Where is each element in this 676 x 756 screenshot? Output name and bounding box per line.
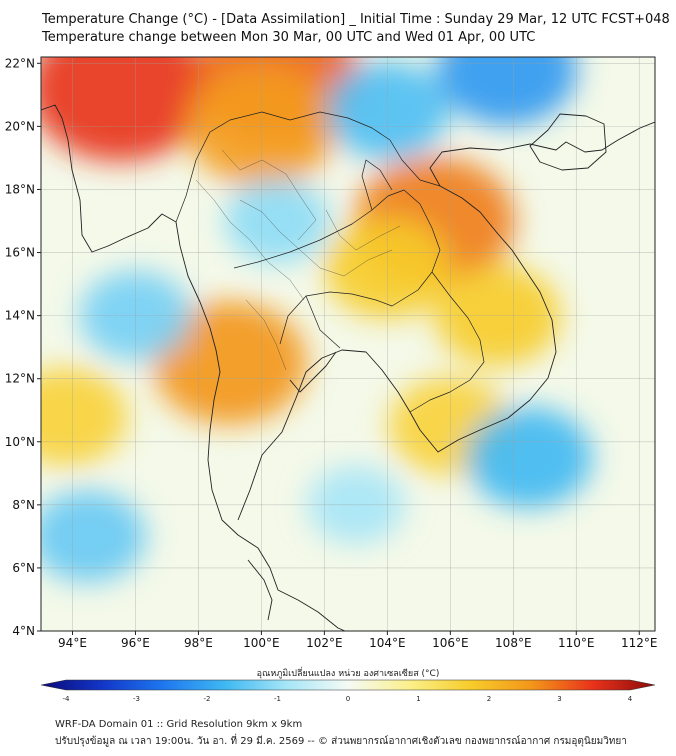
lon-tick-label: 94°E <box>58 636 87 650</box>
field-anomaly-cool-north-thailand-basin <box>224 179 330 263</box>
lon-tick-label: 102°E <box>306 636 343 650</box>
lat-tick-label: 14°N <box>5 309 35 323</box>
colorbar-tick-label: 0 <box>346 695 350 703</box>
field-anomaly-cool-south-china-sea <box>466 407 593 508</box>
country-borders <box>175 111 485 413</box>
colorbar-tick-label: -4 <box>63 695 71 703</box>
lat-tick-label: 10°N <box>5 435 35 449</box>
lat-tick-label: 20°N <box>5 119 35 133</box>
axis-ticks <box>37 62 640 635</box>
colorbar-tick-label: 2 <box>487 695 491 703</box>
colorbar-tick-label: 3 <box>557 695 561 703</box>
lat-tick-label: 16°N <box>5 246 35 260</box>
colorbar <box>40 679 656 691</box>
lon-tick-label: 110°E <box>558 636 595 650</box>
colorbar-title: อุณหภูมิเปลี่ยนแปลง หน่วย องศาเซลเซียส (… <box>257 666 440 679</box>
lon-tick-label: 108°E <box>495 636 532 650</box>
lon-tick-label: 100°E <box>243 636 280 650</box>
colorbar-tick-label: -3 <box>133 695 140 703</box>
lat-tick-label: 22°N <box>5 56 35 70</box>
lon-tick-label: 96°E <box>121 636 150 650</box>
lat-tick-label: 8°N <box>12 498 35 512</box>
lon-tick-label: 106°E <box>432 636 469 650</box>
field-anomaly-warm-andaman <box>41 367 128 466</box>
field-anomaly-warm-north-myanmar <box>41 57 211 162</box>
title-line-2: Temperature change between Mon 30 Mar, 0… <box>42 30 536 45</box>
lon-tick-label: 104°E <box>369 636 406 650</box>
lat-tick-label: 12°N <box>5 372 35 386</box>
field-anomaly-cool-gulf-of-tonkin <box>437 57 577 126</box>
lat-tick-label: 4°N <box>12 624 35 638</box>
field-anomaly-cool-andaman-south <box>41 490 146 583</box>
colorbar-tick-label: -1 <box>274 695 281 703</box>
lon-tick-label: 112°E <box>621 636 658 650</box>
province-borders <box>195 149 401 371</box>
map-figure: 94°E 96°E 98°E 100°E 102°E 104°E 106°E 108°E 110… <box>5 56 658 703</box>
title-line-1: Temperature Change (°C) - [Data Assimila… <box>42 12 670 27</box>
footer-update-info: ปรับปรุงข้อมูล ณ เวลา 19:00น. วัน อา. ที… <box>55 736 627 747</box>
gridlines <box>41 57 655 631</box>
footer-model-info: WRF-DA Domain 01 :: Grid Resolution 9km … <box>55 719 303 730</box>
plot-frame <box>40 56 656 632</box>
coastline <box>41 104 655 631</box>
field-anomaly-warm-myanmar-coast <box>152 301 307 425</box>
temperature-field <box>41 57 593 583</box>
latitude-labels: 22°N 20°N 18°N 16°N 14°N 12°N 10°N 8°N 6°N 4°N <box>5 56 35 638</box>
longitude-labels: 94°E 96°E 98°E 100°E 102°E 104°E 106°E 108°E 110… <box>58 636 657 650</box>
colorbar-tick-label: -2 <box>204 695 211 703</box>
lat-tick-label: 6°N <box>12 561 35 575</box>
colorbar-tick-label: 1 <box>416 695 420 703</box>
colorbar-tick-label: 4 <box>628 695 633 703</box>
lat-tick-label: 18°N <box>5 182 35 196</box>
colorbar-ticks: -4 -3 -2 -1 0 1 2 3 4 <box>63 695 633 703</box>
lon-tick-label: 98°E <box>184 636 213 650</box>
